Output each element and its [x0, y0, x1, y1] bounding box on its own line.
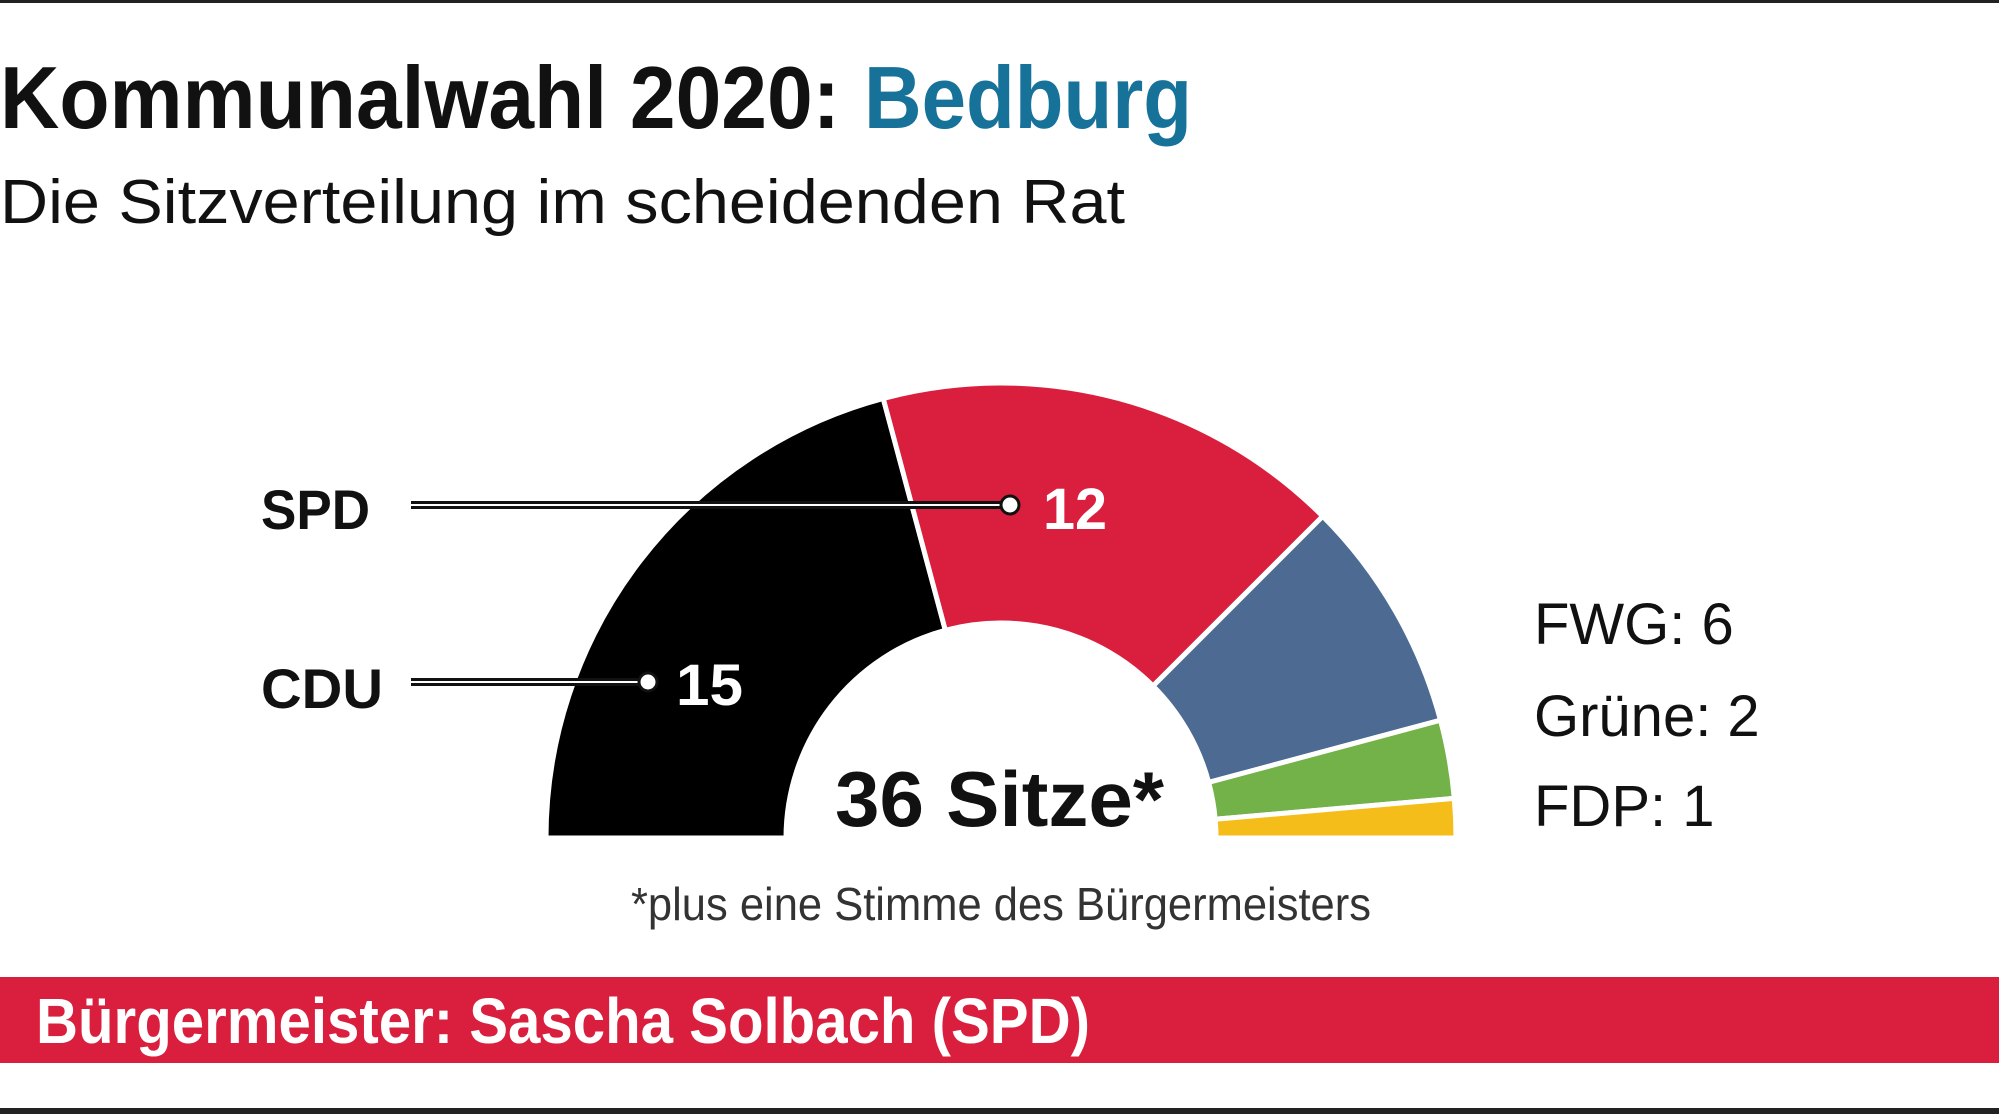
legend-fdp: FDP: 1 — [1534, 774, 1715, 839]
value-spd: 12 — [1043, 477, 1107, 542]
legend-gruene: Grüne: 2 — [1534, 684, 1760, 749]
leader-dot-spd — [999, 494, 1021, 516]
wedge-fdp — [1212, 795, 1459, 841]
top-border — [0, 0, 1999, 3]
legend-fwg: FWG: 6 — [1534, 592, 1734, 657]
banner-text: Bürgermeister: Sascha Solbach (SPD) — [36, 985, 1090, 1057]
total-seats: 36 Sitze* — [835, 755, 1165, 843]
label-spd: SPD — [261, 478, 370, 541]
bottom-border — [0, 1108, 1999, 1114]
footnote: *plus eine Stimme des Bürgermeisters — [631, 878, 1371, 930]
title-place: Bedburg — [864, 48, 1192, 147]
label-cdu: CDU — [261, 657, 383, 720]
value-cdu: 15 — [676, 653, 743, 718]
banner — [0, 977, 1999, 1063]
leader-dot-cdu — [637, 671, 659, 693]
subtitle: Die Sitzverteilung im scheidenden Rat — [0, 168, 1125, 237]
wedge-spd — [880, 380, 1327, 690]
title: Kommunalwahl 2020: — [0, 48, 840, 147]
